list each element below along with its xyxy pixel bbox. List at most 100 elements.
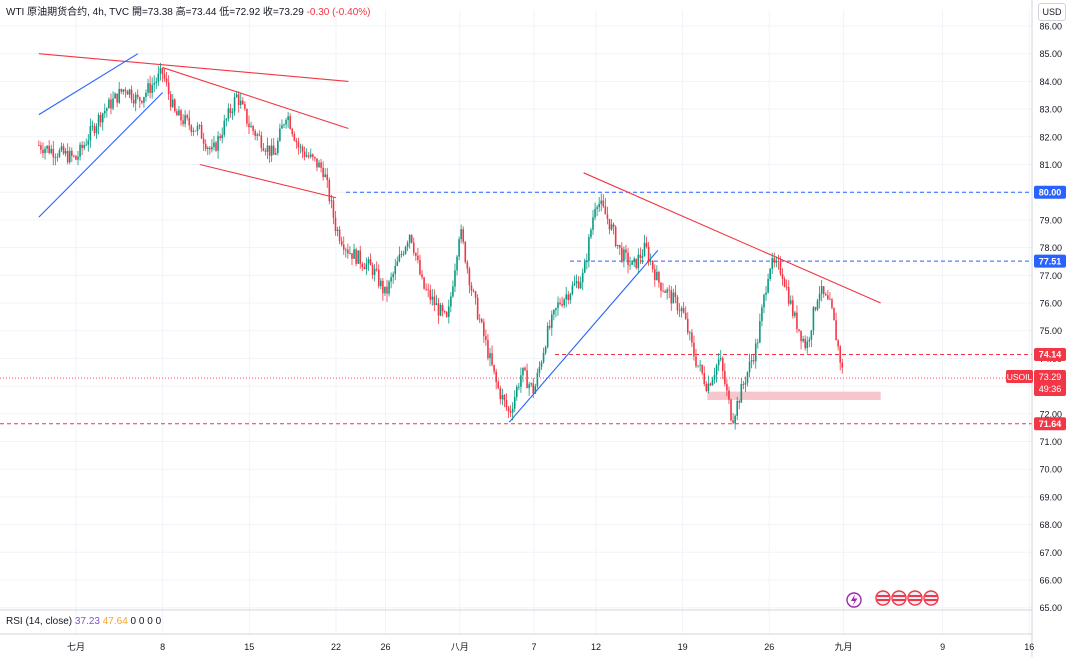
y-tick-label: 81.00 [1039,160,1062,170]
candle-body [635,258,638,269]
candle-body [454,270,456,287]
candle-body [816,300,819,310]
candle-body [738,401,741,403]
candle-body [38,145,40,146]
candle-body [272,145,275,155]
candle-body [660,282,662,291]
candle-body [171,99,174,107]
candle-body [754,343,757,362]
flag-event-icon[interactable] [875,590,891,606]
candle-body [540,362,543,367]
candle-body [649,260,652,262]
x-tick-label: 12 [591,642,601,652]
candle-body [787,287,790,304]
x-tick-label: 8 [160,642,165,652]
candle-body [569,293,572,300]
candle-body [433,296,436,306]
candle-body [456,256,458,271]
x-tick-label: 19 [678,642,688,652]
candle-body [425,288,427,290]
candle-body [804,338,806,349]
candle-body [62,146,65,154]
candle-body [221,135,223,139]
candle-body [345,249,347,251]
candle-body [87,140,90,145]
candle-body [699,364,701,366]
trendline [583,172,881,304]
candle-body [279,128,281,141]
candle-body [390,277,392,282]
candle-body [299,146,302,148]
candle-body [785,286,788,288]
candle-body [773,258,776,263]
candle-body [536,372,539,387]
candle-body [225,118,228,121]
candle-body [112,98,114,109]
candle-body [303,151,306,157]
candle-body [307,155,310,157]
candle-body [312,154,314,157]
y-tick-label: 77.00 [1039,271,1062,281]
rsi-legend[interactable]: RSI (14, close) 37.23 47.64 0 0 0 0 [6,616,161,627]
candle-body [503,395,506,400]
candle-body [239,100,242,105]
candle-body [633,258,635,261]
flag-event-icon[interactable] [907,590,923,606]
candle-body [423,277,425,289]
price-axis[interactable]: 86.00 85.00 84.00 83.00 82.00 81.00 80.00 79.00… [1039,22,1062,614]
candle-body [260,135,263,149]
candle-body [198,124,201,127]
candle-body [546,325,549,348]
candle-body [596,207,598,209]
candle-body [79,144,81,157]
high-label: 高 [175,7,186,18]
candle-body [672,292,675,304]
candle-body [180,110,182,121]
candle-body [509,411,512,413]
candle-body [188,117,191,126]
candle-body [77,156,79,160]
candle-body [250,126,252,128]
candle-body [320,162,322,168]
candle-body [332,200,335,218]
flag-event-icon[interactable] [891,590,907,606]
candle-body [141,100,143,103]
candle-body [258,134,261,136]
y-tick-label: 66.00 [1039,576,1062,586]
candle-body [176,111,178,116]
flag-event-icon[interactable] [923,590,939,606]
symbol-title[interactable]: WTI 原油期货合约, 4h, TVC [6,7,130,18]
candle-body [151,84,153,93]
candle-body [621,247,623,262]
last-price-symbol: USOIL [1007,372,1033,382]
trendline [199,163,337,199]
candles [38,62,844,430]
candle-body [654,269,656,281]
candle-body [466,262,469,269]
candle-body [215,142,217,151]
candle-body [66,150,69,163]
candle-body [577,281,580,289]
candle-body [204,143,207,150]
candle-body [668,289,671,291]
level-badge-label: 71.64 [1039,419,1062,429]
x-tick-label: 15 [244,642,254,652]
events-row[interactable] [846,590,939,608]
candle-body [40,145,42,150]
candle-body [223,120,226,136]
y-tick-label: 75.00 [1039,326,1062,336]
candle-body [262,148,265,151]
candle-body [252,126,254,131]
candle-body [728,390,730,400]
candle-body [196,126,199,131]
candle-body [202,138,205,144]
candle-body [532,383,535,394]
symbol-legend[interactable]: WTI 原油期货合约, 4h, TVC 開=73.38 高=73.44 低=72… [6,3,371,18]
time-axis[interactable]: 七月 8 15 22 26 八月 7 12 19 26 九月 9 16 [67,642,1034,652]
candle-body [229,108,232,114]
rsi-title[interactable]: RSI (14, close) [6,616,73,627]
candle-body [145,92,147,98]
candle-body [328,180,331,202]
currency-button[interactable]: USD [1038,3,1066,21]
